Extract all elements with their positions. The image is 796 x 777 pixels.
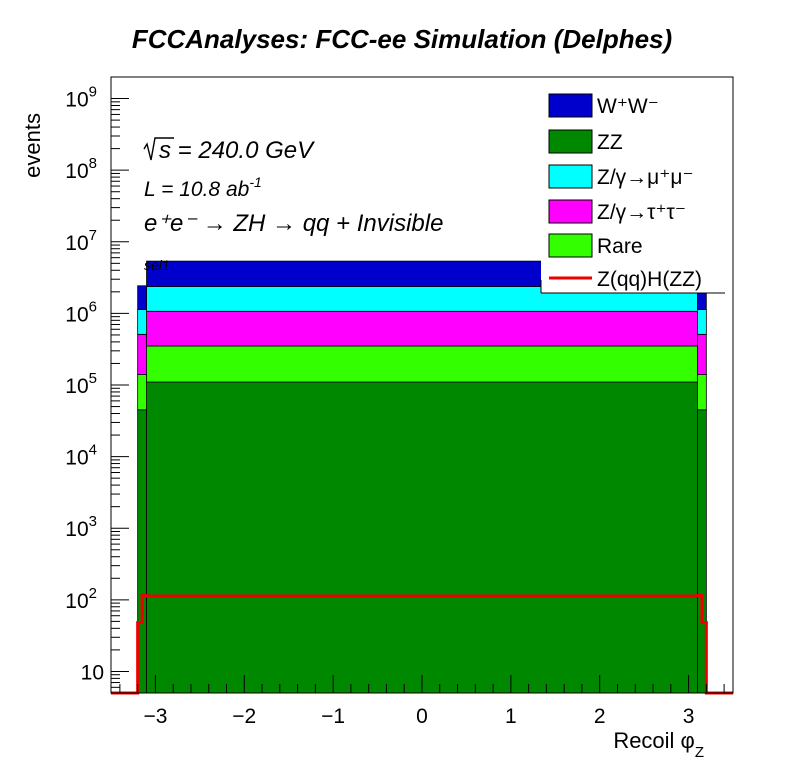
legend-swatch bbox=[548, 233, 593, 258]
x-tick-label: −1 bbox=[321, 705, 345, 728]
legend-item: W⁺W⁻ bbox=[548, 93, 659, 118]
series-0 bbox=[137, 381, 707, 694]
x-tick-label: −2 bbox=[232, 705, 256, 728]
legend-label: Rare bbox=[597, 235, 643, 258]
x-tick-label: −3 bbox=[143, 705, 167, 728]
x-axis-title-main: Recoil φ bbox=[613, 728, 695, 753]
bar-segment bbox=[146, 310, 698, 347]
signal-histogram bbox=[111, 593, 733, 695]
bar-segment bbox=[137, 285, 147, 310]
y-axis-title: events bbox=[20, 113, 45, 178]
y-tick-label: 103 bbox=[65, 513, 97, 541]
series-2 bbox=[137, 310, 707, 375]
legend-label: Z(qq)H(ZZ) bbox=[597, 268, 702, 291]
legend-swatch bbox=[548, 199, 593, 224]
bar-segment bbox=[137, 374, 147, 411]
y-axis: 10 102 103 104 105 106 107 108 109 bbox=[65, 76, 129, 694]
x-tick-label: 3 bbox=[683, 705, 695, 728]
y-tick-label: 107 bbox=[65, 227, 97, 255]
y-tick-label: 109 bbox=[65, 84, 97, 112]
annotation-sqrt-s: s = 240.0 GeV bbox=[143, 137, 315, 164]
legend-label: Z/γ→μ⁺μ⁻ bbox=[597, 166, 694, 189]
annotation-selection: sel1 bbox=[144, 257, 170, 273]
y-tick-label: 108 bbox=[65, 155, 97, 183]
y-tick-label: 105 bbox=[65, 370, 97, 398]
bar-segment bbox=[146, 381, 698, 694]
legend-background bbox=[541, 87, 725, 293]
y-tick-label: 102 bbox=[65, 585, 97, 613]
bar-segment bbox=[137, 309, 147, 335]
annotation-process: e⁺e⁻ → ZH → qq + Invisible bbox=[144, 210, 443, 237]
bar-segment bbox=[697, 333, 707, 375]
bar-segment bbox=[146, 345, 698, 383]
y-tick-label: 106 bbox=[65, 298, 97, 326]
bar-segment bbox=[697, 374, 707, 411]
x-tick-label: 2 bbox=[594, 705, 606, 728]
y-tick-label: 104 bbox=[65, 442, 97, 470]
legend-label: ZZ bbox=[597, 131, 623, 154]
lumi-text: L = 10.8 ab bbox=[144, 178, 250, 201]
annotation-lumi: L = 10.8 ab-1 bbox=[144, 174, 262, 201]
legend-label: Z/γ→τ⁺τ⁻ bbox=[597, 201, 686, 224]
legend-item: ZZ bbox=[548, 129, 623, 154]
legend-swatch bbox=[548, 129, 593, 154]
legend-item: Z/γ→τ⁺τ⁻ bbox=[548, 199, 686, 224]
legend-item: Z/γ→μ⁺μ⁻ bbox=[548, 164, 694, 189]
signal-line bbox=[111, 593, 733, 695]
legend-item: Z(qq)H(ZZ) bbox=[549, 268, 702, 291]
legend: W⁺W⁻ ZZ Z/γ→μ⁺μ⁻ Z/γ→τ⁺τ⁻ Rare Z(qq)H(ZZ) bbox=[540, 87, 725, 294]
sqrt-symbol-icon bbox=[143, 137, 174, 161]
legend-item: Rare bbox=[548, 233, 643, 258]
x-axis-title-subscript: Z bbox=[695, 744, 704, 761]
sqrt-s-text: s = 240.0 GeV bbox=[159, 137, 315, 164]
x-tick-label: 0 bbox=[416, 705, 428, 728]
legend-swatch bbox=[548, 164, 593, 189]
legend-label: W⁺W⁻ bbox=[597, 95, 659, 118]
bar-segment bbox=[137, 333, 147, 375]
chart-title: FCCAnalyses: FCC-ee Simulation (Delphes) bbox=[132, 24, 672, 54]
x-tick-label: 1 bbox=[505, 705, 517, 728]
legend-swatch bbox=[548, 93, 593, 118]
bar-segment bbox=[697, 309, 707, 335]
x-axis-title: Recoil φZ bbox=[613, 728, 704, 761]
stacked-histogram bbox=[137, 260, 707, 694]
y-tick-label: 10 bbox=[81, 661, 104, 684]
x-axis: −3 −2 −1 0 1 2 3 bbox=[119, 675, 725, 728]
lumi-exponent: -1 bbox=[249, 174, 261, 190]
